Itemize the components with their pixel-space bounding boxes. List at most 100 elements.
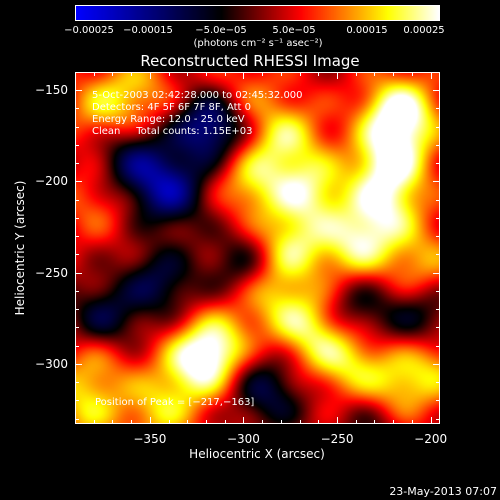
tick-mark: [75, 108, 79, 110]
tick-mark: [75, 90, 82, 92]
tick-mark: [262, 72, 264, 76]
peak-position-label: Position of Peak = [−217,−163]: [95, 397, 255, 408]
tick-mark: [75, 272, 82, 274]
colorbar-tick-label: 0.00015: [346, 25, 388, 36]
tick-mark: [75, 290, 79, 292]
plot-area: [75, 72, 440, 424]
tick-mark: [436, 254, 440, 256]
tick-mark: [436, 108, 440, 110]
timestamp: 23-May-2013 07:07: [389, 485, 497, 498]
colorbar-tick-label: −5.0e−05: [195, 25, 247, 36]
tick-mark: [433, 272, 440, 274]
tick-mark: [75, 217, 79, 219]
tick-mark: [299, 420, 301, 424]
tick-mark: [393, 420, 395, 424]
tick-mark: [436, 418, 440, 420]
x-tick-label: −200: [414, 432, 448, 446]
tick-mark: [436, 144, 440, 146]
heatmap-image: [75, 72, 440, 424]
tick-mark: [436, 345, 440, 347]
y-tick-label: −200: [35, 174, 68, 189]
info-detectors: Detectors: 4F 5F 6F 7F 8F, Att 0: [92, 102, 252, 113]
colorbar-tick-label: −0.00015: [123, 25, 173, 36]
y-tick-label: −300: [35, 356, 68, 371]
tick-mark: [436, 126, 440, 128]
tick-mark: [112, 420, 114, 424]
tick-mark: [75, 254, 79, 256]
y-tick-label: −250: [35, 265, 68, 280]
tick-mark: [374, 420, 376, 424]
tick-mark: [430, 72, 432, 79]
tick-mark: [75, 363, 82, 365]
tick-mark: [93, 72, 95, 76]
tick-mark: [206, 420, 208, 424]
colorbar: [75, 5, 440, 21]
tick-mark: [280, 420, 282, 424]
tick-mark: [75, 72, 79, 73]
tick-mark: [243, 72, 245, 79]
tick-mark: [187, 420, 189, 424]
tick-mark: [436, 290, 440, 292]
tick-mark: [436, 382, 440, 384]
tick-mark: [112, 72, 114, 76]
tick-mark: [75, 144, 79, 146]
tick-mark: [243, 417, 245, 424]
tick-mark: [131, 420, 133, 424]
x-tick-label: −350: [133, 432, 167, 446]
tick-mark: [75, 236, 79, 238]
tick-mark: [430, 417, 432, 424]
tick-mark: [75, 345, 79, 347]
y-tick-label: −150: [35, 83, 68, 98]
tick-mark: [436, 199, 440, 201]
tick-mark: [436, 400, 440, 402]
tick-mark: [75, 309, 79, 311]
tick-mark: [75, 163, 79, 165]
tick-mark: [75, 126, 79, 128]
colorbar-tick-label: 0.00025: [403, 25, 445, 36]
info-time-range: 5-Oct-2003 02:42:28.000 to 02:45:32.000: [92, 90, 303, 101]
tick-mark: [93, 420, 95, 424]
tick-mark: [433, 181, 440, 183]
colorbar-unit: (photons cm⁻² s⁻¹ asec⁻²): [193, 38, 323, 49]
tick-mark: [411, 72, 413, 76]
tick-mark: [75, 199, 79, 201]
tick-mark: [337, 72, 339, 79]
tick-mark: [75, 400, 79, 402]
tick-mark: [280, 72, 282, 76]
tick-mark: [168, 420, 170, 424]
tick-mark: [355, 72, 357, 76]
tick-mark: [411, 420, 413, 424]
tick-mark: [149, 417, 151, 424]
tick-mark: [224, 72, 226, 76]
x-axis-label: Heliocentric X (arcsec): [189, 447, 325, 461]
tick-mark: [224, 420, 226, 424]
tick-mark: [187, 72, 189, 76]
colorbar-tick-label: 5.0e−05: [272, 25, 316, 36]
tick-mark: [355, 420, 357, 424]
tick-mark: [75, 181, 82, 183]
tick-mark: [149, 72, 151, 79]
tick-mark: [262, 420, 264, 424]
tick-mark: [337, 417, 339, 424]
tick-mark: [75, 418, 79, 420]
tick-mark: [168, 72, 170, 76]
tick-mark: [436, 217, 440, 219]
tick-mark: [436, 236, 440, 238]
tick-mark: [436, 72, 440, 73]
tick-mark: [131, 72, 133, 76]
tick-mark: [374, 72, 376, 76]
tick-mark: [433, 90, 440, 92]
tick-mark: [206, 72, 208, 76]
tick-mark: [318, 72, 320, 76]
x-tick-label: −300: [226, 432, 260, 446]
colorbar-tick-label: −0.00025: [64, 25, 114, 36]
tick-mark: [436, 163, 440, 165]
tick-mark: [299, 72, 301, 76]
tick-mark: [75, 382, 79, 384]
y-axis-label: Heliocentric Y (arcsec): [13, 180, 27, 316]
chart-title: Reconstructed RHESSI Image: [140, 52, 360, 70]
tick-mark: [393, 72, 395, 76]
tick-mark: [75, 327, 79, 329]
tick-mark: [318, 420, 320, 424]
x-tick-label: −250: [320, 432, 354, 446]
